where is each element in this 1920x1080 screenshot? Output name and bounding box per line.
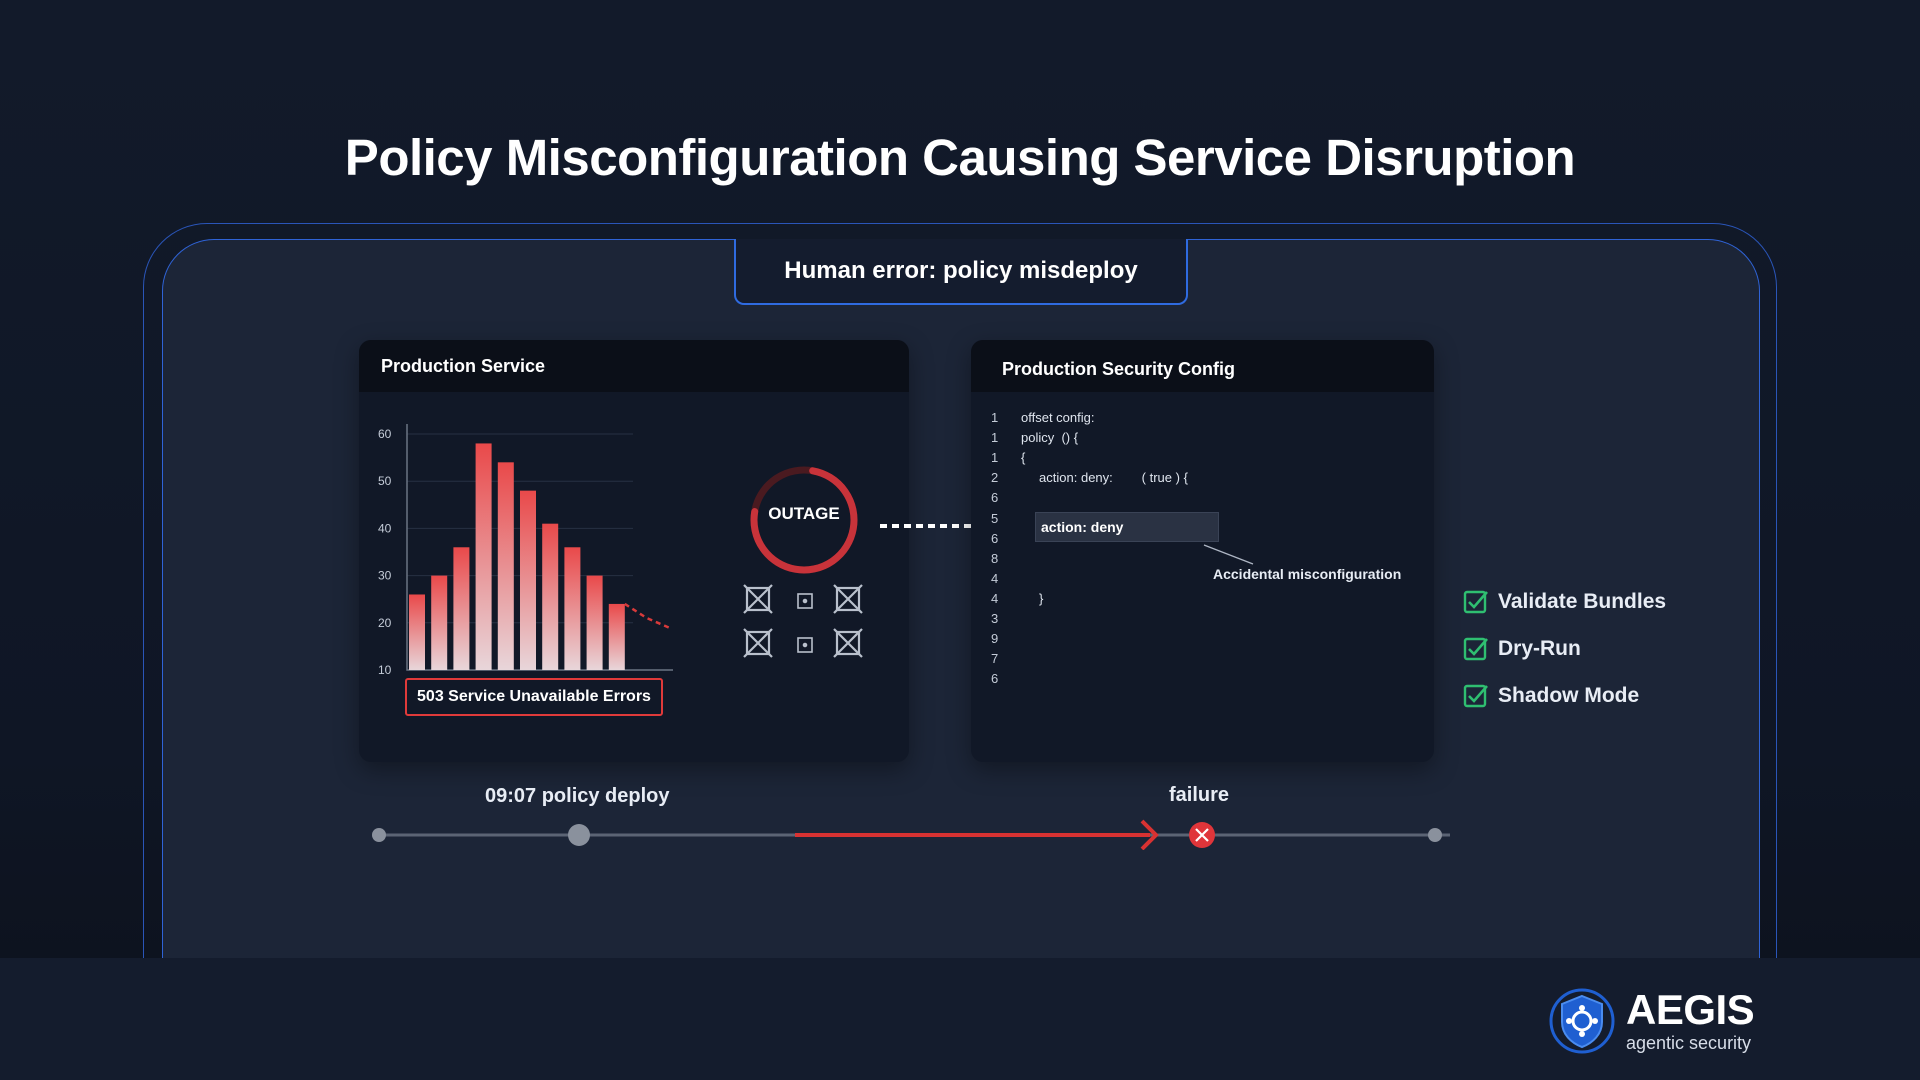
mitigation-checklist: Validate Bundles Dry-Run Shadow Mode: [1463, 578, 1666, 719]
line-number: 1: [991, 410, 999, 425]
code-line: policy () {: [1021, 430, 1079, 446]
chart-axes: [406, 424, 673, 671]
outage-ring-icon: [750, 466, 858, 574]
check-label: Validate Bundles: [1498, 589, 1667, 613]
check-label: Dry-Run: [1498, 636, 1581, 660]
config-code-block: 1 offset config: 1 policy () { 1 {2 action: d…: [991, 410, 1411, 710]
failed-node-icon: [743, 628, 773, 658]
line-number: 1: [991, 450, 999, 466]
logo-tagline: agentic security: [1626, 1033, 1752, 1053]
error-bar: [608, 603, 625, 670]
check-item: Shadow Mode: [1463, 672, 1666, 719]
error-bar-chart: 60 50 40 30 20 10: [378, 424, 673, 677]
misconfiguration-annotation: Accidental misconfiguration: [1213, 566, 1402, 582]
aegis-shield-logo-icon: [1549, 988, 1615, 1054]
node-icon: [797, 593, 813, 609]
error-bar: [586, 575, 603, 670]
human-error-badge: Human error: policy misdeploy: [734, 239, 1188, 305]
line-number: 6: [991, 671, 999, 687]
logo-wordmark: AEGIS: [1626, 986, 1755, 1033]
production-service-title: Production Service: [359, 340, 909, 392]
code-line: }: [1021, 590, 1044, 606]
line-number: 1: [991, 430, 999, 446]
highlighted-deny-action: action: deny: [1035, 512, 1219, 542]
y-tick-label: 50: [378, 474, 392, 488]
error-bar: [453, 547, 470, 670]
failure-label: failure: [1169, 784, 1230, 806]
page-title: Policy Misconfiguration Causing Service …: [344, 129, 1576, 186]
line-number: 7: [991, 651, 999, 667]
failed-node-icon: [833, 584, 863, 614]
outage-label: OUTAGE: [768, 504, 840, 523]
annotation-leader-line: [1203, 544, 1254, 565]
line-number: 6: [991, 490, 999, 506]
check-item: Dry-Run: [1463, 625, 1666, 672]
deployment-timeline: [372, 819, 1450, 850]
y-tick-label: 20: [378, 616, 392, 630]
y-tick-label: 30: [378, 569, 392, 583]
declining-trend-line: [624, 602, 670, 629]
error-bar: [475, 443, 492, 670]
timeline-end-dot: [1428, 828, 1442, 842]
y-tick-label: 40: [378, 521, 392, 535]
code-line: {: [1021, 450, 1026, 466]
line-number: 2: [991, 470, 999, 486]
code-line: action: deny: ( true ) {: [1021, 470, 1188, 486]
failed-node-icon: [833, 628, 863, 658]
check-label: Shadow Mode: [1498, 683, 1640, 707]
checkbox-checked-icon: [1463, 637, 1488, 660]
node-icon: [797, 637, 813, 653]
timeline-arrow-icon: [1140, 819, 1159, 850]
y-tick-label: 10: [378, 663, 392, 677]
production-service-panel: Production Service 60 50 40 30 20 10 503 Serv…: [359, 340, 909, 762]
line-number: 9: [991, 631, 999, 647]
line-number: 4: [991, 570, 999, 586]
timeline-start-dot: [372, 828, 386, 842]
deploy-event-dot: [568, 824, 590, 846]
deploy-time-label: 09:07 policy deploy: [485, 785, 670, 807]
security-config-title: Production Security Config: [971, 340, 1434, 392]
failed-node-icon: [743, 584, 773, 614]
line-number: 3: [991, 611, 999, 626]
error-bar: [431, 575, 448, 670]
failed-services-icons: [743, 584, 863, 658]
checkbox-checked-icon: [1463, 590, 1488, 613]
check-item: Validate Bundles: [1463, 578, 1666, 625]
security-config-panel: Production Security Config 1 offset confi…: [971, 340, 1434, 762]
error-bar: [520, 490, 536, 670]
line-number: 6: [991, 530, 999, 546]
line-number: 4: [991, 590, 999, 606]
error-count-label: 503 Service Unavailable Errors: [405, 678, 663, 716]
line-number: 8: [991, 550, 999, 566]
y-tick-label: 60: [378, 427, 392, 441]
checkbox-checked-icon: [1463, 684, 1488, 707]
line-number: 5: [991, 510, 999, 526]
code-line: offset config:: [1021, 410, 1095, 425]
error-bar: [497, 462, 514, 670]
outer-frame: [143, 223, 1777, 994]
error-bar: [542, 523, 559, 670]
error-bar: [409, 594, 425, 670]
error-bar: [564, 547, 581, 670]
